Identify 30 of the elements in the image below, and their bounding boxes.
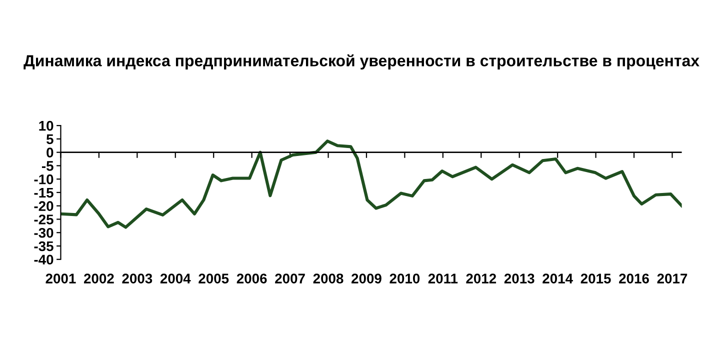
y-tick-label: -25: [34, 214, 54, 224]
x-tick-label: 2005: [198, 274, 229, 284]
line-series: [60, 140, 682, 229]
x-tick-label: 2007: [275, 274, 305, 284]
y-tick-label: -30: [34, 228, 54, 238]
x-tick-label: 2002: [84, 274, 114, 284]
x-tick-label: 2014: [542, 274, 573, 284]
x-tick-label: 2004: [160, 274, 191, 284]
x-tick-label: 2016: [619, 274, 649, 284]
y-tick-label: -15: [34, 188, 54, 198]
y-tick-label: -40: [34, 254, 54, 265]
y-tick-label: -20: [34, 201, 54, 212]
x-tick-label: 2006: [236, 274, 267, 284]
y-tick-label: -35: [34, 241, 54, 252]
x-tick-label: 2011: [428, 274, 458, 284]
x-tick-label: 2010: [390, 274, 420, 284]
y-tick-label: 10: [39, 120, 54, 131]
x-tick-label: 2003: [122, 274, 152, 284]
x-tick-label: 2012: [466, 274, 496, 284]
x-tick-label: 2015: [580, 274, 611, 284]
y-tick-label: -10: [34, 174, 54, 184]
x-tick-label: 2017: [657, 274, 688, 284]
x-tick-label: 2001: [46, 274, 76, 284]
x-tick-label: 2013: [504, 274, 534, 284]
y-tick-label: 0: [46, 148, 54, 158]
y-tick-label: -5: [42, 161, 54, 171]
x-tick-label: 2008: [313, 274, 344, 284]
x-tick-label: 2009: [352, 274, 382, 284]
y-tick-label: 5: [46, 134, 54, 144]
chart-title: Динамика индекса предпринимательской уверенности в строительстве в процентах: [24, 54, 700, 70]
